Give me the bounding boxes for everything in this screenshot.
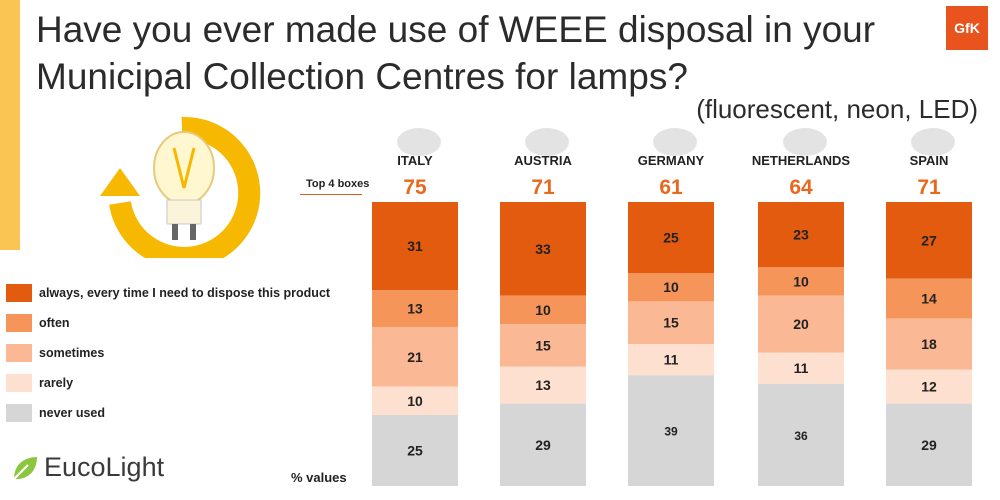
- page-subtitle: (fluorescent, neon, LED): [696, 94, 978, 124]
- data-label: 10: [663, 279, 679, 295]
- bar-segment-sometimes: [758, 295, 844, 353]
- data-label: 25: [407, 443, 423, 459]
- bar-segment-never: [372, 415, 458, 486]
- page-title: Have you ever made use of WEEE disposal …: [36, 9, 876, 97]
- eucolight-logo-text: EucoLight: [44, 452, 165, 482]
- top4-value: 75: [403, 176, 427, 199]
- bar-segment-never: [500, 403, 586, 486]
- data-label: 14: [921, 291, 937, 307]
- bar-segment-sometimes: [886, 318, 972, 370]
- data-label: 10: [535, 302, 551, 318]
- bar-segment-rarely: [500, 366, 586, 404]
- data-label: 20: [793, 316, 809, 332]
- top4-value: 71: [531, 176, 555, 199]
- data-label: 27: [921, 232, 937, 248]
- legend-item-rarely: rarely: [6, 368, 330, 398]
- legend-label: sometimes: [39, 346, 105, 360]
- data-label: 36: [794, 429, 808, 443]
- legend-label: always, every time I need to dispose thi…: [39, 286, 331, 300]
- legend-item-never: never used: [6, 398, 330, 428]
- bar-segment-often: [628, 273, 714, 302]
- eucolight-leaf-icon: [13, 456, 37, 480]
- bar-segment-always: [500, 202, 586, 296]
- data-label: 25: [663, 230, 679, 246]
- bar-segment-never: [886, 403, 972, 486]
- bar-segment-never: [628, 375, 714, 486]
- bar-segment-rarely: [628, 344, 714, 376]
- bar-segment-rarely: [372, 386, 458, 415]
- bar-segment-sometimes: [500, 324, 586, 367]
- category-label: GERMANY: [638, 153, 705, 168]
- data-label: 15: [663, 315, 679, 331]
- recycling-lamp-icon: [100, 116, 261, 258]
- legend-swatch-always: [6, 284, 32, 302]
- top4-label: Top 4 boxes: [306, 178, 370, 190]
- data-label: 10: [407, 393, 423, 409]
- bar-segment-never: [758, 383, 844, 486]
- data-label: 11: [794, 360, 809, 376]
- legend-item-always: always, every time I need to dispose thi…: [6, 278, 330, 308]
- bar-segment-often: [886, 278, 972, 319]
- bar-segment-often: [500, 295, 586, 325]
- data-label: 21: [407, 349, 423, 365]
- legend: always, every time I need to dispose thi…: [6, 278, 330, 428]
- bar-segment-often: [758, 267, 844, 296]
- top4-value: 71: [917, 176, 941, 199]
- legend-item-sometimes: sometimes: [6, 338, 330, 368]
- country-map-icon: [525, 128, 569, 156]
- eucolight-logo: EucoLight: [10, 452, 164, 483]
- data-label: 12: [921, 379, 937, 395]
- category-label: AUSTRIA: [514, 153, 572, 168]
- bar-segment-rarely: [758, 352, 844, 384]
- legend-item-often: often: [6, 308, 330, 338]
- gfk-logo: GfK: [946, 6, 988, 50]
- category-label: ITALY: [397, 153, 433, 168]
- top4-value: 61: [659, 176, 683, 199]
- bar-segment-always: [628, 202, 714, 273]
- legend-label: never used: [39, 406, 106, 420]
- bar-segment-sometimes: [372, 326, 458, 387]
- data-label: 33: [535, 241, 551, 257]
- bar-segment-rarely: [886, 369, 972, 404]
- country-map-icon: [397, 128, 441, 156]
- legend-label: often: [39, 316, 70, 330]
- country-map-icon: [783, 128, 827, 156]
- data-label: 13: [407, 301, 423, 317]
- legend-swatch-often: [6, 314, 32, 332]
- bar-segment-always: [372, 202, 458, 291]
- category-label: NETHERLANDS: [752, 153, 851, 168]
- accent-bar: [0, 0, 20, 250]
- data-label: 39: [664, 425, 678, 439]
- bar-segment-sometimes: [628, 301, 714, 344]
- top4-pointer: [300, 194, 362, 195]
- country-map-icon: [653, 128, 697, 156]
- data-label: 10: [793, 274, 809, 290]
- bar-segment-always: [886, 202, 972, 279]
- country-map-icon: [911, 128, 955, 156]
- units-note: % values: [291, 470, 347, 485]
- data-label: 11: [664, 352, 679, 368]
- data-label: 13: [535, 377, 551, 393]
- data-label: 15: [535, 337, 551, 353]
- data-label: 29: [921, 437, 937, 453]
- legend-swatch-sometimes: [6, 344, 32, 362]
- legend-swatch-rarely: [6, 374, 32, 392]
- bar-segment-often: [372, 290, 458, 327]
- category-label: SPAIN: [910, 153, 949, 168]
- bar-segment-always: [758, 202, 844, 268]
- data-label: 18: [921, 336, 937, 352]
- legend-label: rarely: [39, 376, 74, 390]
- legend-swatch-never: [6, 404, 32, 422]
- top4-value: 64: [789, 176, 813, 199]
- data-label: 23: [793, 227, 809, 243]
- data-label: 31: [407, 238, 423, 254]
- data-label: 29: [535, 437, 551, 453]
